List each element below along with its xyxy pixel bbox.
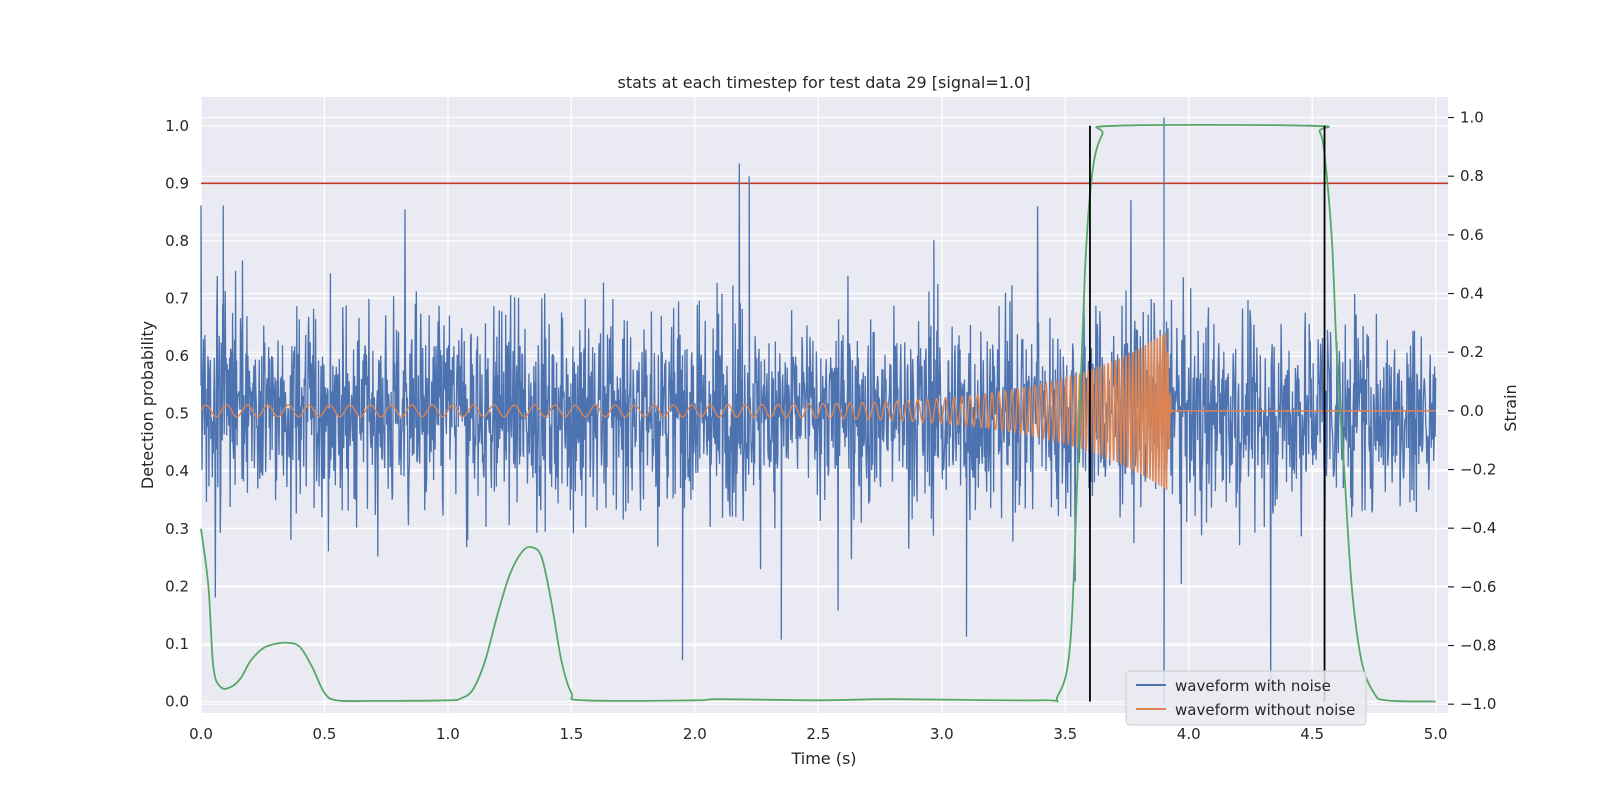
y2-tick-label: −1.0: [1460, 695, 1496, 713]
y-tick-label: 0.7: [165, 289, 189, 307]
y2-axis-label: Strain: [1501, 384, 1520, 431]
noise-layer: [200, 117, 1437, 705]
x-tick-label: 1.5: [559, 725, 583, 743]
legend: waveform with noise waveform without noi…: [1125, 670, 1367, 726]
y2-tick-label: 0.0: [1460, 402, 1484, 420]
y2-tick-label: −0.8: [1460, 637, 1496, 655]
chart-title: stats at each timestep for test data 29 …: [618, 73, 1031, 92]
y-tick-labels: 0.0 0.1 0.2 0.3 0.4 0.5 0.6 0.7 0.8 0.9 1.0: [165, 117, 189, 711]
y-tick-label: 0.5: [165, 405, 189, 423]
x-tick-label: 0.0: [189, 725, 213, 743]
x-axis-label: Time (s): [790, 749, 856, 768]
y2-tick-label: 0.8: [1460, 167, 1484, 185]
legend-box: [1125, 670, 1367, 726]
y-axis-label: Detection probability: [138, 321, 157, 489]
y2-tick-label: −0.4: [1460, 519, 1496, 537]
x-tick-label: 3.5: [1053, 725, 1077, 743]
x-tick-label: 1.0: [436, 725, 460, 743]
y2-tick-label: 0.6: [1460, 226, 1484, 244]
marker-layer: [1089, 125, 1326, 702]
y2-tick-label: −0.2: [1460, 461, 1496, 479]
legend-label-clean: waveform without noise: [1175, 701, 1355, 719]
x-tick-label: 4.5: [1300, 725, 1324, 743]
y-tick-label: 0.4: [165, 462, 189, 480]
x-tick-label: 5.0: [1424, 725, 1448, 743]
y-tick-label: 0.3: [165, 520, 189, 538]
x-tick-label: 2.0: [683, 725, 707, 743]
x-tick-label: 3.0: [930, 725, 954, 743]
y-tick-label: 1.0: [165, 117, 189, 135]
y2-tick-label: 0.4: [1460, 285, 1484, 303]
x-tick-label: 0.5: [313, 725, 337, 743]
x-tick-label: 2.5: [806, 725, 830, 743]
chirp-layer: [200, 332, 1436, 491]
series-waveform-with-noise: [200, 117, 1437, 705]
y-tick-label: 0.1: [165, 635, 189, 653]
y2-tick-label: 0.2: [1460, 343, 1484, 361]
y2-tick-label: −0.6: [1460, 578, 1496, 596]
y-tick-label: 0.6: [165, 347, 189, 365]
series-waveform-without-noise: [200, 332, 1436, 491]
y-tick-label: 0.2: [165, 577, 189, 595]
x-tick-labels: 0.0 0.5 1.0 1.5 2.0 2.5 3.0 3.5 4.0 4.5 5.0: [189, 725, 1448, 743]
y-tick-label: 0.0: [165, 692, 189, 710]
legend-label-noise: waveform with noise: [1175, 677, 1331, 695]
y-tick-label: 0.8: [165, 232, 189, 250]
y2-tick-label: 1.0: [1460, 109, 1484, 127]
y-tick-label: 0.9: [165, 174, 189, 192]
x-tick-label: 4.0: [1177, 725, 1201, 743]
y2-tick-labels: −1.0 −0.8 −0.6 −0.4 −0.2 0.0 0.2 0.4 0.6 0.8 1.0: [1448, 109, 1496, 713]
